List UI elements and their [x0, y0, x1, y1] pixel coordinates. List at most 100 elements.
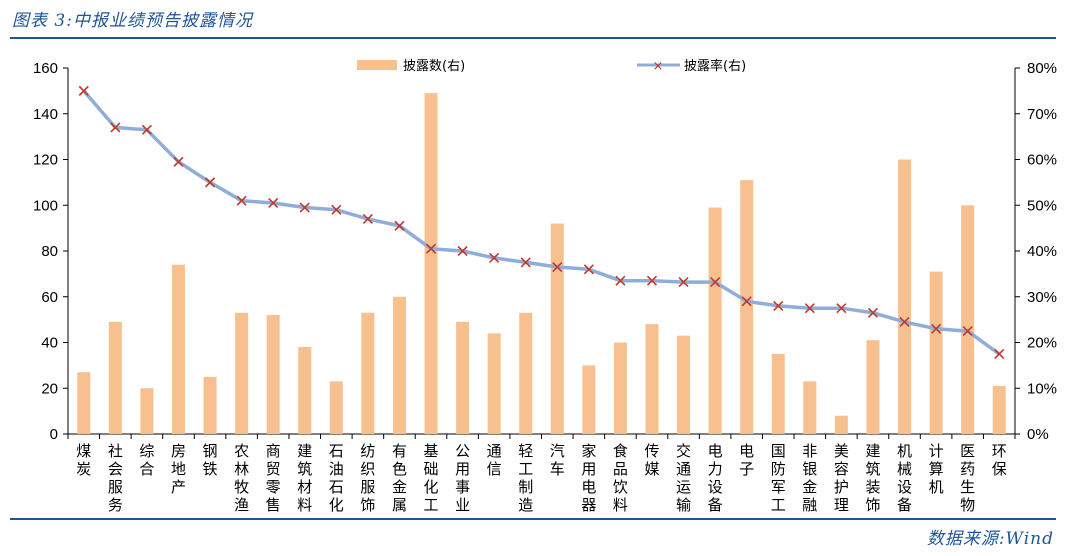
bar [550, 223, 564, 434]
rate-marker [489, 252, 500, 263]
rate-marker [678, 277, 689, 288]
category-label: 汽车 [550, 442, 565, 478]
bar [740, 180, 754, 434]
rate-line [82, 89, 1001, 356]
category-label: 建筑装饰 [865, 442, 880, 514]
legend-bar-label: 披露数(右) [403, 59, 465, 74]
rate-marker [173, 156, 184, 167]
bar [898, 159, 912, 434]
bar [361, 312, 375, 434]
rate-marker [646, 275, 658, 286]
category-label: 非银金融 [802, 442, 817, 514]
rate-marker [741, 296, 752, 307]
bar-series [77, 93, 1006, 434]
rate-marker [552, 261, 563, 273]
category-label: 公用事业 [455, 442, 470, 514]
bar [298, 347, 312, 434]
bar [140, 388, 154, 434]
category-label: 计算机 [929, 442, 944, 496]
bar [677, 335, 691, 434]
line-series [78, 85, 1005, 360]
chart-axes [63, 67, 1020, 439]
bar [171, 264, 185, 434]
right-tick-label: 80% [1027, 60, 1057, 77]
left-tick-label: 20 [41, 380, 58, 397]
right-tick-label: 30% [1027, 289, 1057, 306]
legend-marker-icon: × [653, 59, 664, 74]
bar [771, 353, 785, 434]
rate-marker [268, 197, 279, 209]
left-tick-label: 120 [33, 152, 58, 169]
bar [108, 321, 122, 434]
category-label: 家用电器 [581, 442, 596, 514]
rate-marker [520, 257, 531, 268]
right-tick-label: 60% [1027, 152, 1057, 169]
bar [582, 365, 596, 434]
category-label: 传媒 [644, 442, 659, 478]
category-label: 食品饮料 [613, 442, 628, 514]
right-tick-label: 0% [1027, 426, 1049, 443]
category-label: 社会服务 [108, 442, 123, 514]
bar [77, 372, 91, 434]
rate-marker [236, 195, 247, 206]
bar [424, 93, 438, 434]
rate-marker [710, 277, 721, 288]
left-tick-label: 100 [33, 197, 58, 214]
figure-title: 图表 3:中报业绩预告披露情况 [12, 11, 253, 31]
rate-marker [78, 85, 89, 96]
bar [645, 324, 659, 434]
bar [961, 205, 975, 434]
category-label: 基础化工 [424, 442, 439, 514]
bar [392, 296, 406, 434]
category-label: 综合 [139, 442, 154, 478]
rate-marker [867, 307, 879, 318]
rate-marker [994, 348, 1005, 360]
right-tick-label: 40% [1027, 243, 1057, 260]
rate-marker [615, 275, 626, 286]
left-tick-label: 40 [41, 335, 58, 352]
category-label: 机械设备 [897, 442, 912, 514]
left-tick-label: 160 [33, 60, 58, 77]
category-label: 环保 [992, 442, 1007, 478]
category-labels: 煤炭 社会服务 综合 房地产 钢铁 农林牧渔 商贸零售 建筑材料 石油石化 纺织服饰 有色金属 基础化… [76, 442, 1006, 514]
category-label: 纺织服饰 [360, 442, 375, 514]
category-label: 房地产 [171, 442, 186, 496]
left-tick-label: 60 [41, 289, 58, 306]
category-label: 医药生物 [960, 442, 975, 514]
left-tick-label: 140 [33, 106, 58, 123]
bar [519, 312, 533, 434]
right-tick-label: 20% [1027, 335, 1057, 352]
bar [992, 385, 1006, 434]
bar [834, 415, 848, 434]
rate-marker [425, 243, 437, 254]
rate-marker [394, 220, 405, 231]
bar [803, 381, 817, 434]
rate-marker [141, 124, 152, 135]
category-label: 美容护理 [834, 442, 849, 514]
category-label: 有色金属 [392, 442, 407, 514]
bar [866, 340, 880, 434]
rate-marker [899, 316, 910, 327]
bar [487, 333, 501, 434]
category-label: 煤炭 [76, 442, 91, 478]
rate-marker [331, 204, 342, 215]
category-label: 建筑材料 [297, 442, 312, 514]
rate-marker [804, 303, 815, 314]
bar [613, 342, 627, 434]
tick-labels: 0 0% 20 10% 40 20% 60 30% 80 40% 100 50% 120 60% 140 70… [33, 60, 1057, 443]
rate-marker [583, 264, 594, 275]
bar [708, 207, 722, 434]
category-label: 商贸零售 [266, 442, 281, 514]
category-label: 电力设备 [708, 442, 723, 514]
legend: 披露数(右) × 披露率(右) [357, 58, 746, 74]
legend-bar-swatch [357, 60, 397, 70]
category-label: 钢铁 [203, 442, 218, 478]
top-rule [10, 37, 1056, 39]
right-tick-label: 50% [1027, 197, 1057, 214]
bar [929, 271, 943, 434]
bar [235, 312, 249, 434]
rate-marker [110, 122, 121, 133]
bar [203, 376, 217, 434]
category-label: 石油石化 [329, 442, 344, 514]
rate-marker [962, 325, 973, 337]
